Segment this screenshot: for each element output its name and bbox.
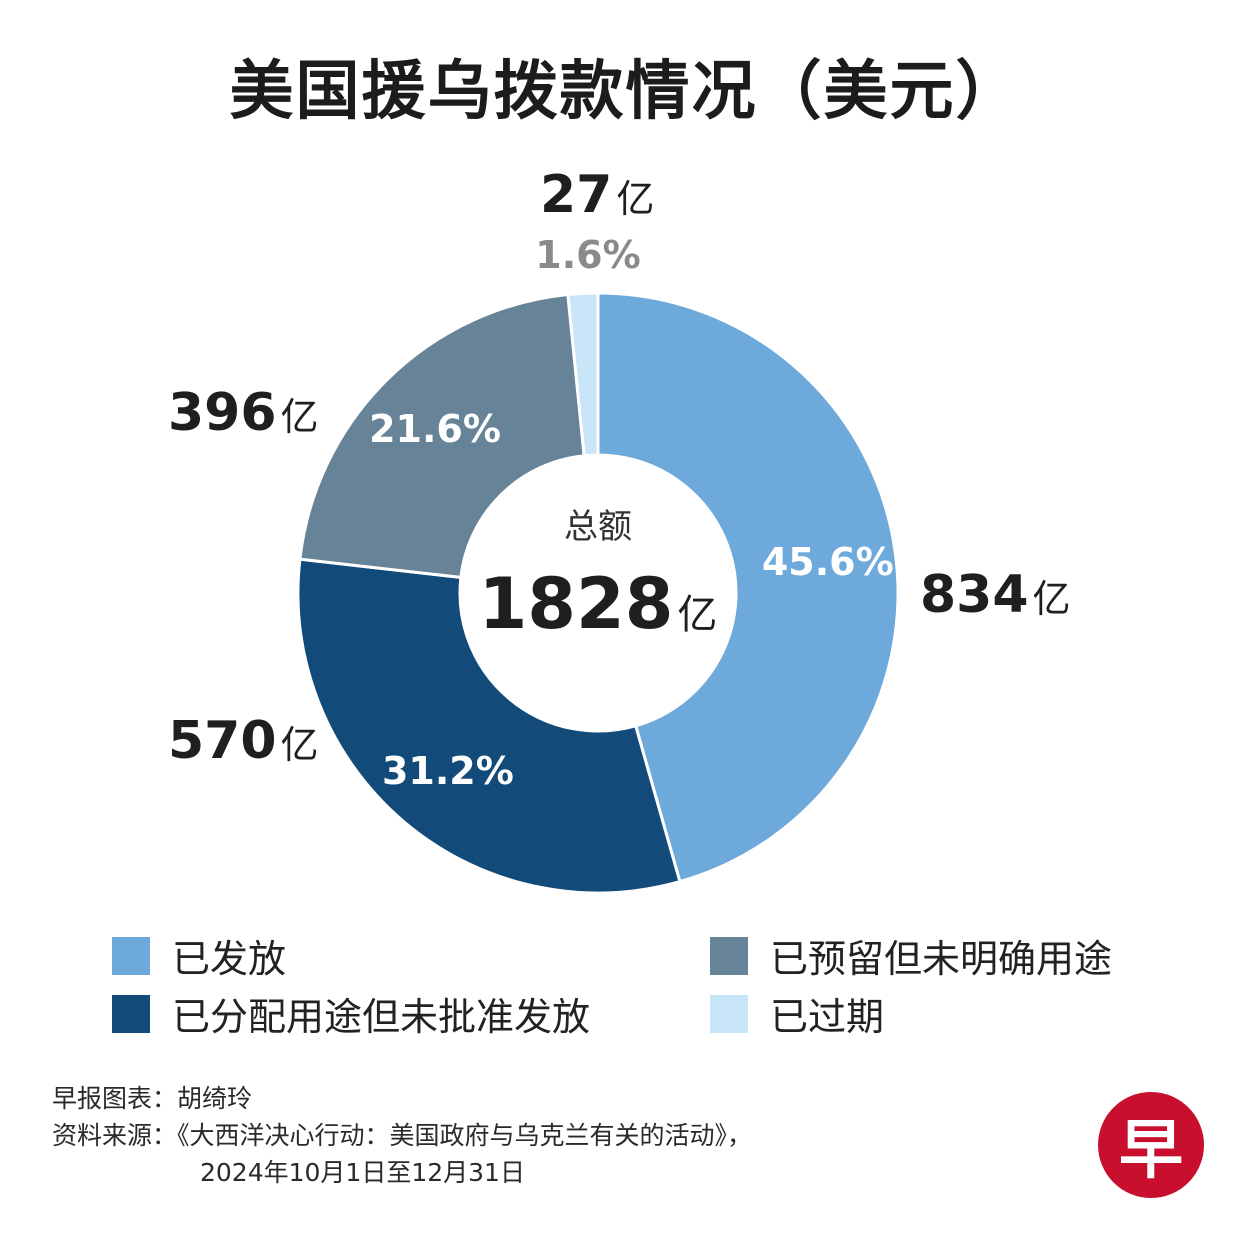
donut-chart: 总额 1828 亿 45.6% 31.2% 21.6% 1.6% 834 亿 570 亿 396 亿 27… [168,165,1071,895]
legend-item-reserved: 已预留但未明确用途 [710,928,1112,983]
pie-slice-1 [296,557,682,895]
value-label-2: 396 亿 [168,383,319,443]
footer: 早报图表：胡绮玲 资料来源：《大西洋决心行动：美国政府与乌克兰有关的活动》， 2… [52,1080,752,1191]
chart-credit: 早报图表：胡绮玲 [52,1084,253,1113]
page-title: 美国援乌拨款情况（美元） [229,55,1022,129]
percent-label-1: 31.2% [382,749,514,793]
logo-text: 早 [1119,1114,1183,1188]
pie-slice-0 [596,291,900,884]
legend-label: 已预留但未明确用途 [770,937,1113,981]
center-label: 总额 [564,507,632,547]
legend-label: 已发放 [172,937,287,981]
legend-item-expired: 已过期 [710,986,884,1041]
legend-swatch [112,936,150,975]
legend-label: 已过期 [770,995,885,1039]
legend: 已发放 已预留但未明确用途 已分配用途但未批准发放 已过期 [0,920,1251,1040]
source-line-1: 资料来源：《大西洋决心行动：美国政府与乌克兰有关的活动》， [52,1121,753,1150]
zaobao-logo: 早 [1098,1092,1204,1198]
value-label-0: 834 亿 [920,565,1071,625]
legend-swatch [710,994,748,1033]
legend-item-allocated: 已分配用途但未批准发放 [112,986,590,1041]
source-line-2: 2024年10月1日至12月31日 [200,1158,525,1187]
center-total: 1828 亿 [479,563,718,645]
value-label-1: 570 亿 [168,711,319,771]
pie-slice-2 [298,292,586,580]
value-label-3: 27 亿 [540,165,654,225]
percent-label-0: 45.6% [762,540,894,584]
legend-label: 已分配用途但未批准发放 [172,995,591,1039]
legend-swatch [112,994,150,1033]
legend-swatch [710,936,748,975]
pie-slice-3 [566,291,600,458]
percent-label-3: 1.6% [535,233,640,277]
legend-item-issued: 已发放 [112,928,286,983]
percent-label-2: 21.6% [369,407,501,451]
